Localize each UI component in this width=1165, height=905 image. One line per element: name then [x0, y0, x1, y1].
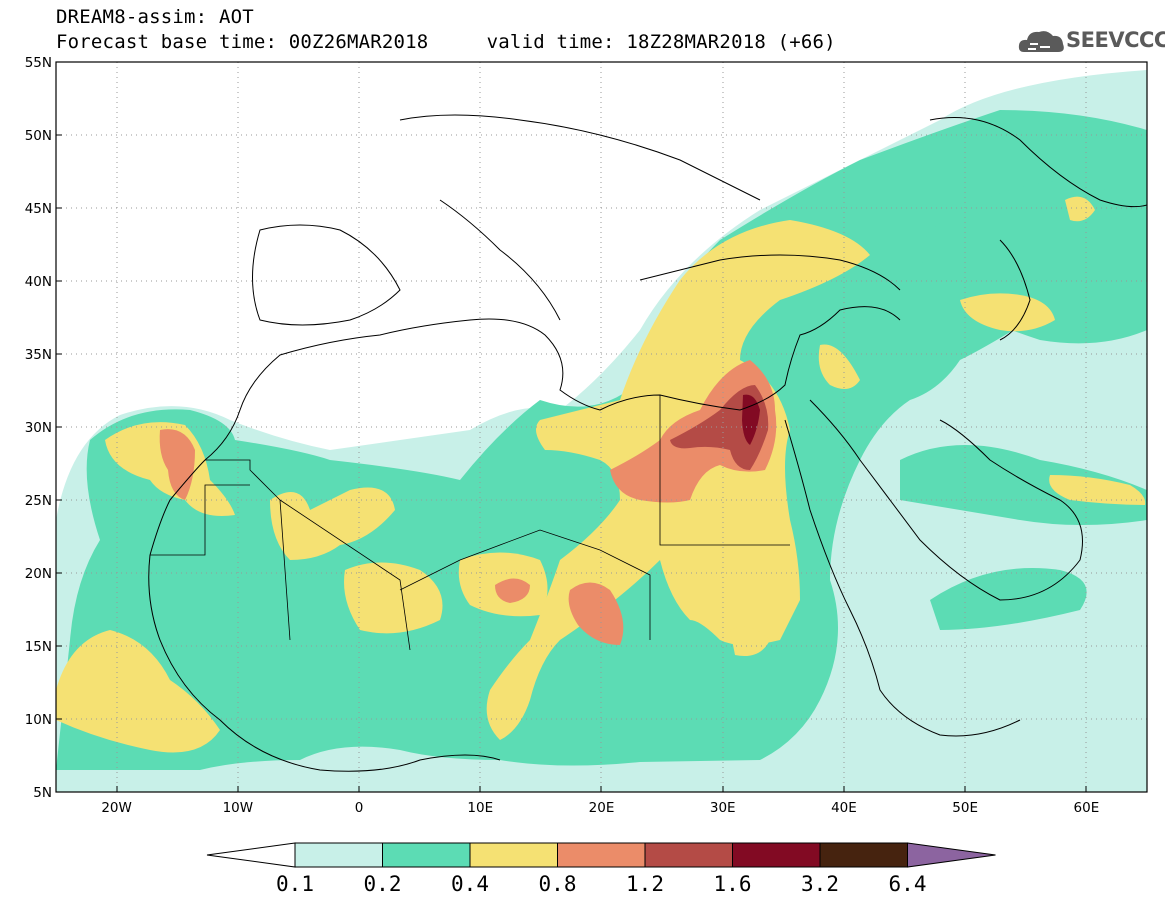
lon-tick-label: 0	[355, 800, 364, 816]
lat-tick-label: 30N	[25, 420, 52, 436]
colorbar: 0.1 0.2 0.4 0.8 1.2 1.6 3.2 6.4	[206, 842, 996, 896]
colorbar-segment	[469, 842, 558, 868]
colorbar-segment	[294, 842, 383, 868]
lon-tick-label: 40E	[831, 800, 857, 816]
lat-tick-label: 50N	[25, 128, 52, 144]
coastlines	[148, 114, 1147, 772]
lon-tick-label: 10W	[223, 800, 254, 816]
borders	[150, 395, 790, 651]
axis-ticks	[56, 61, 1087, 792]
colorbar-level-label: 6.4	[889, 872, 927, 896]
lon-tick-label: 20E	[589, 800, 615, 816]
lon-labels: 20W 10W 0 10E 20E 30E 40E 50E 60E	[101, 800, 1099, 816]
colorbar-segment	[382, 842, 471, 868]
lat-tick-label: 5N	[33, 785, 52, 801]
valid-time-label: valid time: 18Z28MAR2018 (+66)	[486, 31, 836, 53]
colorbar-over-triangle	[907, 842, 996, 868]
lon-tick-label: 10E	[467, 800, 493, 816]
lat-tick-label: 40N	[25, 274, 52, 290]
cloud-icon	[1018, 31, 1064, 52]
lat-tick-label: 45N	[25, 201, 52, 217]
colorbar-segment	[557, 842, 646, 868]
colorbar-level-label: 0.8	[539, 872, 577, 896]
lon-tick-label: 20W	[101, 800, 132, 816]
colorbar-level-label: 3.2	[801, 872, 839, 896]
lat-labels: 55N 50N 45N 40N 35N 30N 25N 20N 15N 10N 5N	[25, 55, 52, 801]
lat-tick-label: 20N	[25, 566, 52, 582]
lon-tick-label: 60E	[1074, 800, 1100, 816]
lat-tick-label: 15N	[25, 639, 52, 655]
colorbar-level-label: 1.2	[626, 872, 664, 896]
lon-tick-label: 50E	[952, 800, 978, 816]
colorbar-segment	[819, 842, 908, 868]
forecast-times: Forecast base time: 00Z26MAR2018 valid t…	[56, 31, 836, 53]
colorbar-level-label: 1.6	[714, 872, 752, 896]
lon-tick-label: 30E	[710, 800, 736, 816]
colorbar-level-label: 0.1	[276, 872, 314, 896]
colorbar-level-label: 0.2	[364, 872, 402, 896]
colorbar-level-label: 0.4	[451, 872, 489, 896]
lat-tick-label: 55N	[25, 55, 52, 71]
aot-field	[56, 70, 1147, 792]
colorbar-segment	[644, 842, 733, 868]
colorbar-under-triangle	[206, 842, 296, 868]
map-grid	[56, 62, 1147, 792]
lat-tick-label: 10N	[25, 712, 52, 728]
base-time-label: Forecast base time: 00Z26MAR2018	[56, 31, 429, 53]
colorbar-segment	[732, 842, 821, 868]
lat-tick-label: 25N	[25, 493, 52, 509]
model-title: DREAM8-assim: AOT	[56, 6, 254, 28]
logo-text: SEEVCCC	[1066, 28, 1165, 52]
lat-tick-label: 35N	[25, 347, 52, 363]
